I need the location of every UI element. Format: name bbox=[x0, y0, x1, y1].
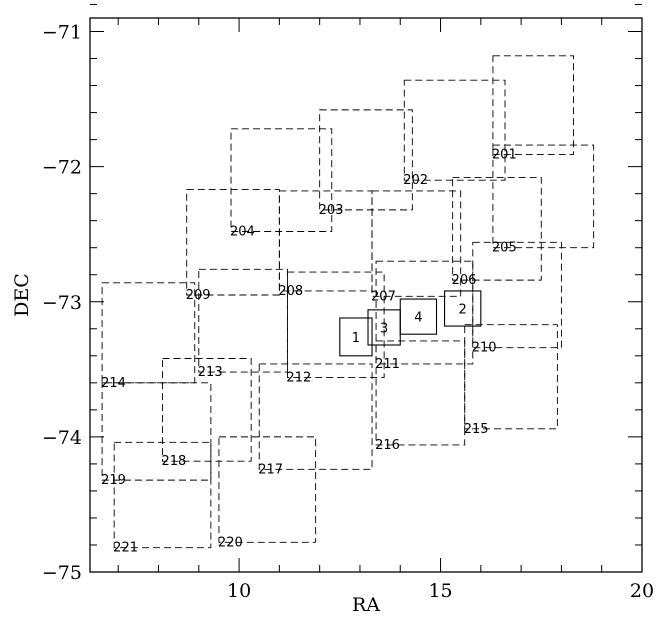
y-tick-label: −73 bbox=[42, 292, 82, 314]
field-label: 202 bbox=[403, 173, 428, 188]
field-label: 201 bbox=[492, 147, 517, 162]
field-217 bbox=[258, 363, 373, 470]
field-203 bbox=[319, 109, 413, 211]
chip-label: 2 bbox=[459, 303, 467, 318]
field-201 bbox=[492, 55, 574, 155]
field-label: 218 bbox=[162, 454, 187, 469]
chip-label: 1 bbox=[352, 331, 360, 346]
field-220 bbox=[218, 436, 317, 543]
field-204 bbox=[230, 128, 333, 232]
field-label: 219 bbox=[101, 473, 126, 488]
field-label: 208 bbox=[278, 284, 303, 299]
chip-label: 4 bbox=[414, 311, 422, 326]
survey-fields: 2012022032042052062072082092102112122132… bbox=[101, 55, 595, 556]
field-213 bbox=[198, 268, 288, 373]
field-label: 212 bbox=[286, 370, 311, 385]
field-210 bbox=[472, 241, 562, 349]
field-label: 210 bbox=[472, 341, 497, 356]
y-tick-label: −75 bbox=[42, 562, 82, 584]
field-211 bbox=[375, 260, 474, 365]
field-205 bbox=[492, 144, 595, 249]
field-label: 215 bbox=[464, 422, 489, 437]
field-212 bbox=[286, 271, 385, 378]
plot-frame bbox=[89, 17, 643, 573]
x-tick-label: 10 bbox=[227, 580, 251, 602]
field-206 bbox=[452, 176, 542, 281]
field-label: 221 bbox=[113, 541, 138, 556]
chip-2 bbox=[444, 290, 482, 327]
field-label: 211 bbox=[375, 357, 400, 372]
field-label: 214 bbox=[101, 376, 126, 391]
chip-4 bbox=[399, 298, 438, 335]
field-label: 203 bbox=[319, 203, 344, 218]
ccd-chips: 1 2 3 4 bbox=[339, 290, 482, 357]
y-tick-label: −71 bbox=[42, 22, 82, 44]
chip-1 bbox=[339, 317, 373, 357]
axis-ticks: 10 15 20 −75 −74 −73 −72 −71 bbox=[42, 3, 654, 602]
field-label: 220 bbox=[218, 535, 243, 550]
field-221 bbox=[113, 441, 212, 549]
field-207 bbox=[371, 190, 462, 297]
chip-label: 3 bbox=[380, 321, 388, 336]
field-label: 205 bbox=[492, 241, 517, 256]
field-214 bbox=[101, 282, 196, 384]
y-tick-label: −74 bbox=[42, 427, 82, 449]
field-label: 204 bbox=[230, 224, 255, 239]
x-tick-label: 20 bbox=[630, 580, 654, 602]
field-216 bbox=[375, 340, 466, 446]
y-axis-label: DEC bbox=[11, 273, 33, 317]
field-label: 213 bbox=[198, 365, 223, 380]
field-label: 216 bbox=[375, 438, 400, 453]
field-219 bbox=[101, 382, 212, 481]
field-label: 207 bbox=[371, 289, 396, 304]
field-label: 206 bbox=[452, 273, 477, 288]
x-tick-label: 15 bbox=[428, 580, 452, 602]
x-axis-label: RA bbox=[352, 594, 380, 616]
y-tick-label: −72 bbox=[42, 157, 82, 179]
field-209 bbox=[186, 189, 280, 296]
field-label: 217 bbox=[258, 462, 283, 477]
field-label: 209 bbox=[186, 288, 211, 303]
field-218 bbox=[162, 358, 252, 462]
field-202 bbox=[403, 79, 506, 181]
